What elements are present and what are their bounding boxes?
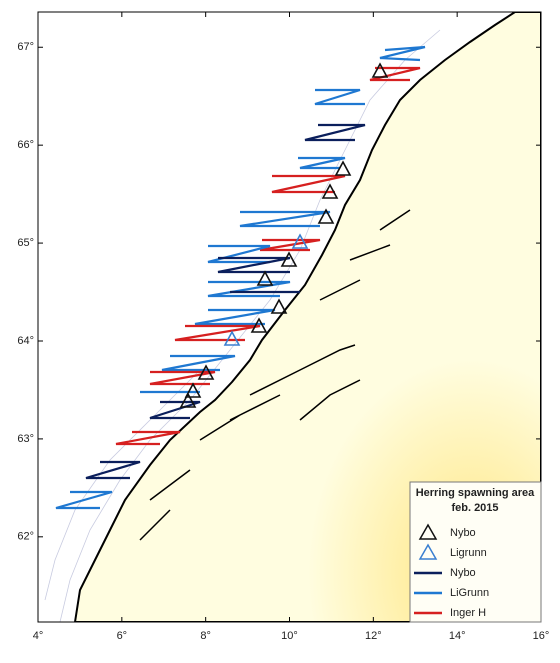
track-inger-h bbox=[115, 430, 181, 446]
y-tick-label: 67° bbox=[17, 41, 34, 53]
track-nybo bbox=[149, 400, 201, 420]
track-ligrunn bbox=[298, 156, 346, 170]
axes: 4° 6° 8° 10° 12° 14° 16° 62° 63° 64° 65° 66° 67° bbox=[17, 12, 549, 642]
track-inger-h bbox=[174, 324, 261, 342]
legend-title: Herring spawning area bbox=[416, 487, 535, 499]
track-nybo bbox=[85, 460, 141, 480]
x-tick-label: 6° bbox=[117, 630, 128, 642]
track-inger-h bbox=[369, 66, 421, 82]
track-nybo bbox=[304, 123, 366, 142]
triangle-ligrunn bbox=[223, 233, 309, 346]
y-tick-label: 64° bbox=[17, 335, 34, 347]
legend-symbol bbox=[418, 543, 438, 560]
legend-label: Nybo bbox=[450, 527, 476, 539]
legend: Herring spawning area feb. 2015 Nybo Ligr… bbox=[409, 481, 542, 623]
x-tick-label: 12° bbox=[365, 630, 382, 642]
x-tick-label: 4° bbox=[33, 630, 44, 642]
x-tick-label: 16° bbox=[533, 630, 550, 642]
y-tick-label: 65° bbox=[17, 237, 34, 249]
land bbox=[73, 12, 541, 622]
track-inger-h bbox=[259, 238, 321, 252]
map-area bbox=[38, 12, 541, 622]
y-tick-label: 66° bbox=[17, 139, 34, 151]
y-tick-label: 63° bbox=[17, 433, 34, 445]
legend-label: Inger H bbox=[450, 607, 486, 619]
track-ligrunn bbox=[379, 45, 426, 62]
catch-stations bbox=[179, 62, 389, 408]
track-ligrunn bbox=[161, 354, 236, 372]
track-ligrunn bbox=[239, 210, 331, 228]
legend-subtitle: feb. 2015 bbox=[451, 502, 498, 514]
track-ligrunn bbox=[55, 490, 113, 510]
x-tick-label: 10° bbox=[281, 630, 298, 642]
legend-label: Ligrunn bbox=[450, 547, 487, 559]
track-ligrunn bbox=[194, 308, 276, 326]
track-ligrunn bbox=[207, 244, 271, 264]
legend-label: LiGrunn bbox=[450, 587, 489, 599]
y-tick-label: 62° bbox=[17, 531, 34, 543]
triangle-nybo bbox=[179, 62, 389, 408]
x-tick-label: 8° bbox=[200, 630, 211, 642]
legend-label: Nybo bbox=[450, 567, 476, 579]
track-nybo bbox=[217, 256, 291, 274]
legend-symbol bbox=[418, 523, 438, 540]
x-tick-label: 14° bbox=[449, 630, 466, 642]
track-inger-h bbox=[149, 370, 216, 386]
track-inger-h bbox=[271, 174, 346, 194]
fjords bbox=[139, 209, 411, 541]
survey-tracks bbox=[55, 45, 426, 510]
track-ligrunn bbox=[314, 88, 365, 106]
track-ligrunn bbox=[207, 280, 291, 298]
